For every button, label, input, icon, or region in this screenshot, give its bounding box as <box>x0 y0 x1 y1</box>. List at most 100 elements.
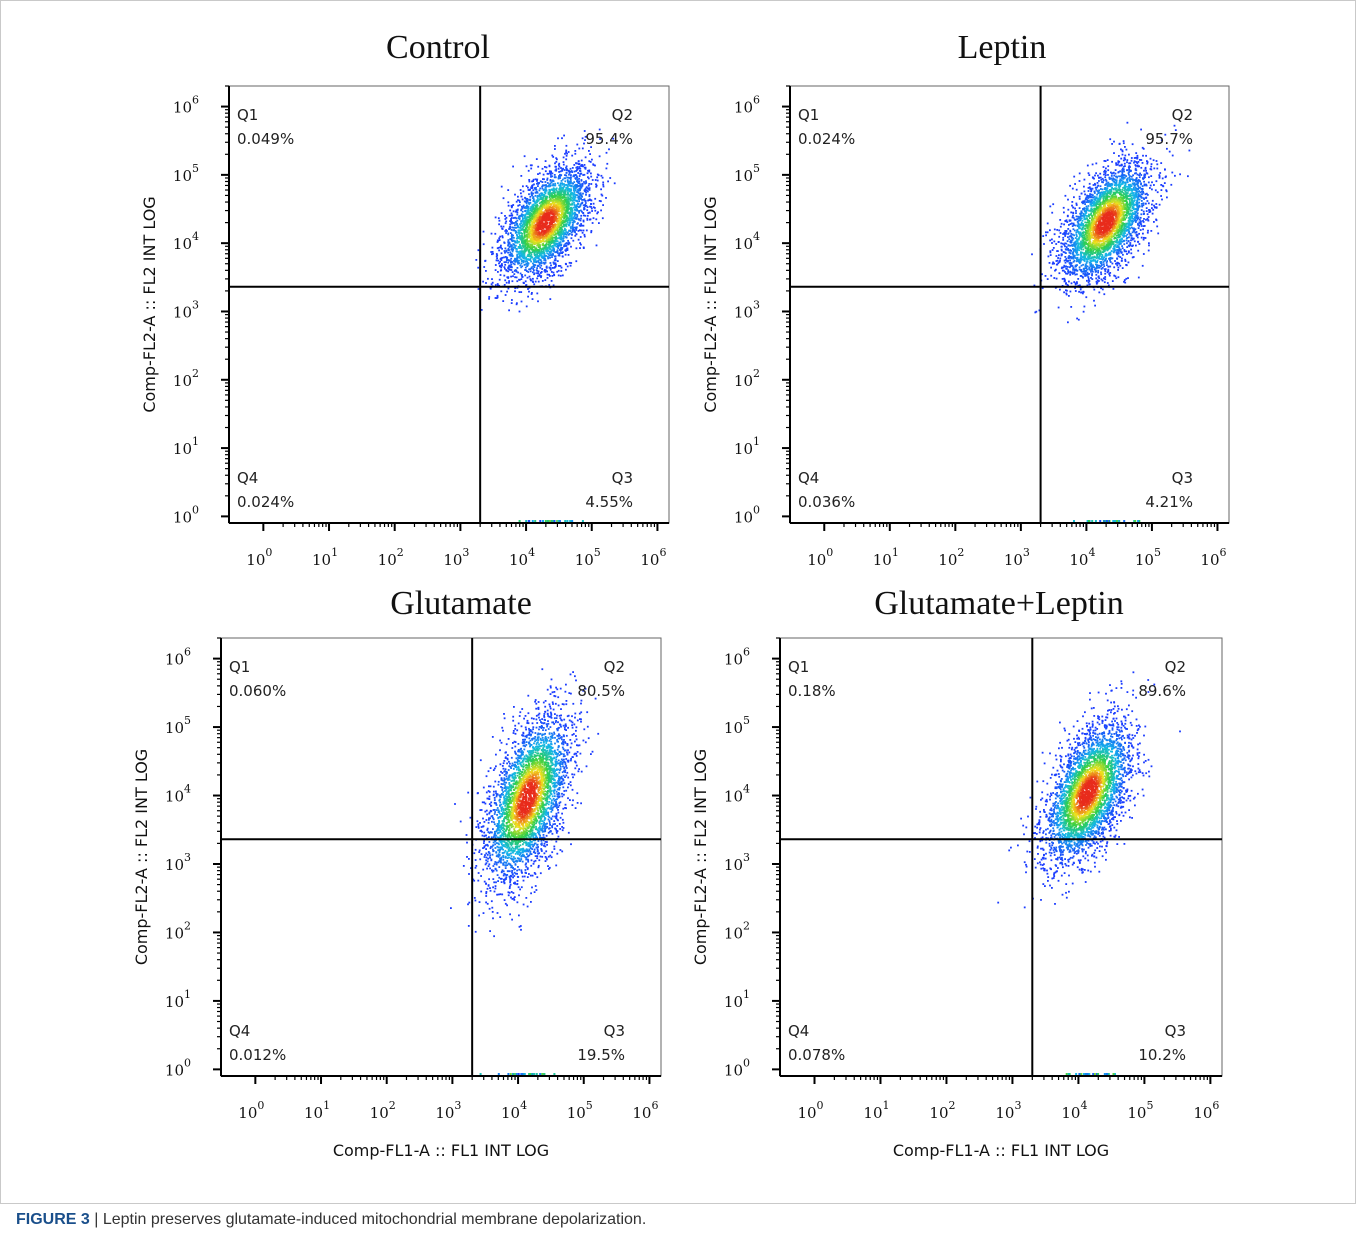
event-dot <box>1105 167 1107 170</box>
event-dot <box>1058 261 1061 263</box>
event-dot <box>530 236 533 238</box>
event-dot <box>541 280 544 282</box>
event-dot <box>510 257 513 260</box>
event-dot <box>532 198 535 200</box>
event-dot <box>559 248 562 250</box>
event-dot <box>544 201 546 203</box>
event-dot <box>1099 201 1102 204</box>
event-dot <box>1115 207 1118 210</box>
event-dot <box>1115 234 1118 237</box>
event-dot <box>553 520 556 522</box>
event-dot <box>562 232 564 234</box>
event-dot <box>547 257 549 260</box>
event-dot <box>509 227 511 230</box>
event-dot <box>595 183 597 186</box>
event-dot <box>535 212 538 215</box>
event-dot <box>1088 220 1091 222</box>
event-dot <box>562 163 565 166</box>
event-dot <box>590 183 593 185</box>
event-dot <box>565 187 568 189</box>
event-dot <box>534 259 536 262</box>
event-dot <box>550 193 553 196</box>
event-dot <box>590 172 592 175</box>
event-dot <box>528 198 530 201</box>
event-dot <box>577 163 580 165</box>
event-dot <box>581 137 584 140</box>
event-dot <box>551 241 554 244</box>
event-dot <box>1082 226 1085 229</box>
event-dot <box>508 228 510 230</box>
event-dot <box>566 176 569 179</box>
event-dot <box>521 227 524 230</box>
event-dot <box>515 223 518 226</box>
event-dot <box>572 217 575 220</box>
event-dot <box>571 171 574 173</box>
event-dot <box>522 245 525 248</box>
event-dot <box>535 233 538 236</box>
event-dot <box>595 244 598 247</box>
event-dot <box>566 248 569 251</box>
event-dot <box>546 200 548 203</box>
event-dot <box>545 188 547 191</box>
event-dot <box>525 256 527 259</box>
event-dot <box>579 173 582 175</box>
event-dot <box>511 271 514 273</box>
event-dot <box>554 208 557 211</box>
figure-frame: Control 100 101 102 103 104 105 106 100 101 102 103… <box>0 0 1356 1204</box>
event-dot <box>1104 270 1107 272</box>
event-dot <box>1135 190 1138 192</box>
event-dot <box>1082 202 1084 205</box>
event-dot <box>1111 220 1114 223</box>
event-dot <box>582 220 585 223</box>
event-dot <box>536 257 539 259</box>
event-dot <box>553 227 555 230</box>
event-dot <box>528 193 530 196</box>
event-dot <box>1141 162 1144 164</box>
event-dot <box>563 214 565 217</box>
event-dot <box>533 222 536 224</box>
event-dot <box>568 172 571 174</box>
event-dot <box>510 218 512 220</box>
event-dot <box>518 226 521 229</box>
event-dot <box>565 206 568 209</box>
event-dot <box>524 221 527 223</box>
event-dot <box>546 179 549 181</box>
event-dot <box>543 240 546 243</box>
event-dot <box>533 263 535 266</box>
event-dot <box>1117 228 1120 231</box>
event-dot <box>537 224 539 227</box>
event-dot <box>584 190 586 193</box>
event-dot <box>552 192 555 195</box>
event-dot <box>528 290 530 293</box>
event-dot <box>583 208 585 211</box>
event-dot <box>556 195 559 198</box>
event-dot <box>1071 201 1074 203</box>
event-dot <box>575 174 577 176</box>
event-dot <box>1119 248 1122 251</box>
event-dot <box>529 195 532 198</box>
event-dot <box>1166 196 1168 199</box>
event-dot <box>1095 263 1097 266</box>
event-dot <box>1142 191 1144 193</box>
event-dot <box>495 297 498 299</box>
event-dot <box>527 240 530 243</box>
event-dot <box>590 230 593 232</box>
event-dot <box>534 242 537 244</box>
event-dot <box>530 210 533 212</box>
event-dot <box>561 222 564 224</box>
event-dot <box>559 274 562 277</box>
event-dot <box>546 214 549 216</box>
event-dot <box>545 195 548 198</box>
event-dot <box>576 162 578 165</box>
event-dot <box>566 232 569 235</box>
event-dot <box>1118 249 1121 252</box>
event-dot <box>539 180 542 183</box>
event-dot <box>1120 163 1123 166</box>
event-dot <box>1129 227 1131 230</box>
event-dot <box>544 181 547 183</box>
event-dot <box>564 177 567 180</box>
event-dot <box>538 222 540 225</box>
y-tick-label: 106 <box>173 94 199 117</box>
event-dot <box>553 236 556 239</box>
